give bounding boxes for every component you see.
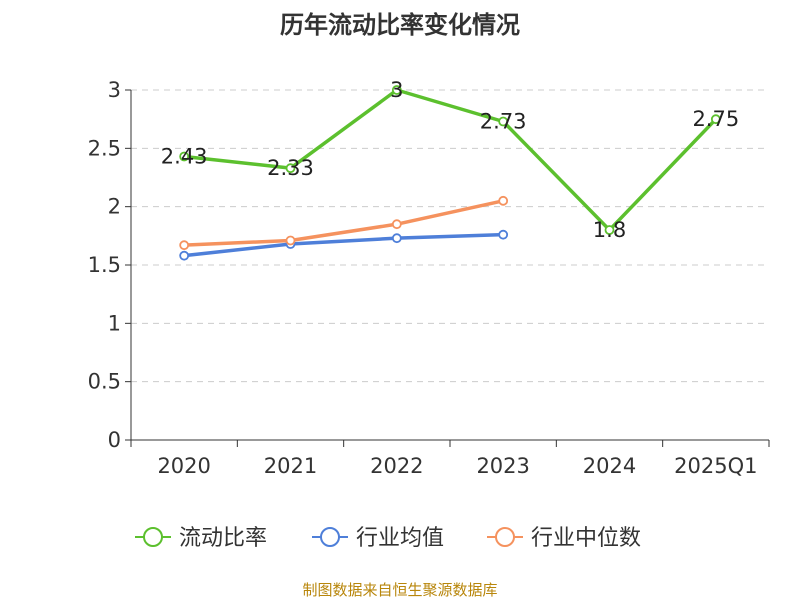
y-tick-label-6: 3 [108, 78, 121, 102]
data-labels: 2.43 2.33 3 2.73 1.8 2.75 [161, 78, 739, 242]
y-tick-label-0: 0 [108, 428, 121, 452]
data-label-1: 2.33 [267, 156, 314, 180]
series-2 [179, 195, 509, 251]
series-1-point-3 [498, 229, 509, 240]
x-tick-label-0: 2020 [157, 454, 210, 478]
legend-label-0: 流动比率 [179, 526, 267, 551]
series-line-0 [183, 88, 718, 232]
series-2-point-1 [285, 235, 296, 246]
y-tick-label-3: 1.5 [88, 253, 121, 277]
chart-title: 历年流动比率变化情况 [280, 11, 520, 39]
series-1 [179, 229, 509, 261]
series-0-point-5 [710, 114, 721, 125]
axes: 0 0.5 1 1.5 2 2.5 3 2020 2021 2022 2023 2024 2025Q1 [88, 78, 770, 478]
x-tick-label-4: 2024 [583, 454, 636, 478]
y-tick-label-4: 2 [108, 195, 121, 219]
series-2-point-3 [498, 195, 509, 206]
y-tick-label-2: 1 [108, 311, 121, 335]
series-0-point-0 [179, 151, 190, 162]
series-1-point-0 [179, 250, 190, 261]
series-2-point-2 [391, 219, 402, 230]
series-2-point-0 [179, 240, 190, 251]
x-tick-label-2: 2022 [370, 454, 423, 478]
series-1-point-2 [391, 233, 402, 244]
y-tick-label-1: 0.5 [88, 370, 121, 394]
legend-item-2: 行业中位数 [487, 526, 641, 551]
legend-item-0: 流动比率 [135, 526, 267, 551]
data-label-0: 2.43 [161, 145, 208, 169]
legend-label-2: 行业中位数 [531, 526, 641, 551]
series-0-point-2 [391, 85, 402, 95]
source-note: 制图数据来自恒生聚源数据库 [302, 581, 497, 599]
data-label-4: 1.8 [593, 218, 626, 242]
legend-marker-0 [143, 527, 163, 547]
legend: 流动比率 行业均值 行业中位数 [135, 526, 641, 551]
series-0-point-3 [498, 116, 509, 127]
legend-marker-2 [495, 527, 515, 547]
y-tick-label-5: 2.5 [88, 136, 121, 160]
x-tick-label-3: 2023 [476, 454, 529, 478]
series-0 [179, 85, 721, 235]
legend-marker-1 [320, 527, 340, 547]
data-label-2: 3 [390, 78, 403, 102]
legend-item-1: 行业均值 [312, 526, 444, 551]
series-0-point-1 [285, 163, 296, 174]
series-line-2 [184, 199, 504, 247]
series-line-1 [183, 232, 504, 258]
legend-label-1: 行业均值 [356, 526, 444, 551]
x-tick-label-1: 2021 [264, 454, 317, 478]
x-tick-label-5: 2025Q1 [674, 454, 757, 478]
data-label-5: 2.75 [692, 107, 739, 131]
data-label-3: 2.73 [480, 110, 527, 134]
series-0-point-4 [604, 225, 615, 235]
grid [131, 89, 769, 383]
series-group [179, 85, 721, 261]
